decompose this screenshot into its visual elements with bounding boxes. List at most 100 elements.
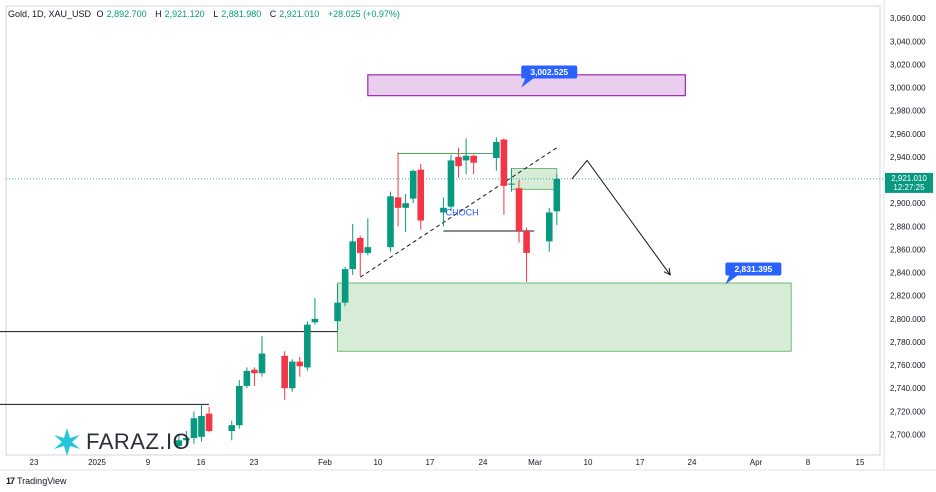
candle-body: [545, 212, 553, 242]
candle-body: [190, 418, 198, 438]
x-tick-label: 24: [479, 458, 488, 467]
y-tick-label: 2,720.000: [890, 407, 926, 416]
x-tick-label: 17: [636, 458, 645, 467]
price-label-pointer: [725, 275, 738, 285]
faraz-logo-icon: [54, 428, 80, 456]
candle-body: [304, 324, 311, 368]
candle-body: [198, 415, 205, 437]
projection-arrowhead: [663, 267, 671, 276]
x-tick-label: 9: [146, 458, 151, 467]
candle-body: [462, 155, 470, 161]
x-tick-label: 15: [856, 458, 865, 467]
projection-path: [571, 159, 671, 276]
candle-countdown: 12:27:25: [893, 183, 925, 192]
price-label-bg: [725, 262, 782, 276]
y-tick-label: 2,900.000: [890, 199, 926, 208]
candle-body: [205, 413, 213, 432]
high-value: 2,921.120: [164, 9, 205, 19]
y-tick-label: 2,880.000: [890, 222, 926, 231]
close-value: 2,921.010: [279, 9, 320, 19]
current-price-value: 2,921.010: [891, 174, 927, 183]
candle-body: [236, 385, 243, 426]
candle-body: [175, 440, 183, 447]
tradingview-label: TradingView: [17, 476, 67, 486]
candle-body: [493, 141, 500, 159]
x-tick-label: 17: [426, 458, 435, 467]
price-label-pointer: [521, 78, 534, 88]
candle-body: [515, 188, 523, 231]
y-tick-label: 2,780.000: [890, 338, 926, 347]
x-tick-label: 24: [688, 458, 697, 467]
candle-body: [356, 237, 364, 253]
y-tick-label: 3,060.000: [890, 14, 926, 23]
tradingview-icon: 17: [6, 476, 15, 486]
y-tick-label: 2,840.000: [890, 269, 926, 278]
symbol-title: Gold, 1D, XAU_USD: [8, 9, 92, 19]
candle-body: [470, 155, 477, 163]
y-tick-label: 3,020.000: [890, 60, 926, 69]
y-tick-label: 2,820.000: [890, 292, 926, 301]
x-tick-label: 8: [806, 458, 811, 467]
x-tick-label: 2025: [88, 458, 106, 467]
y-tick-label: 3,000.000: [890, 84, 926, 93]
x-tick-label: 10: [374, 458, 383, 467]
candle-body: [553, 178, 561, 212]
y-tick-label: 2,800.000: [890, 315, 926, 324]
x-tick-label: 23: [250, 458, 259, 467]
candle-body: [394, 197, 402, 208]
x-tick-label: Feb: [318, 458, 332, 467]
plot-frame: [5, 5, 881, 456]
zone-buy-zone: [337, 282, 792, 352]
candle-body: [500, 139, 508, 186]
x-tick-label: 16: [197, 458, 206, 467]
candle-body: [258, 353, 266, 374]
candle-body: [455, 156, 462, 167]
candle-body: [402, 203, 409, 208]
candle-body: [334, 302, 341, 322]
watermark-text: FARAZ.IO: [86, 429, 191, 454]
candle-body: [243, 370, 251, 386]
candle-body: [311, 318, 319, 323]
y-tick-label: 2,860.000: [890, 245, 926, 254]
price-label: 2,831.395: [734, 264, 772, 274]
candle-body: [349, 241, 356, 270]
candle-body: [281, 355, 288, 389]
candle-body: [387, 196, 394, 248]
change-value: +28.025 (+0.97%): [327, 9, 400, 19]
candle-body: [183, 437, 190, 441]
trend-line: [359, 147, 558, 278]
choch-label: CHOCH: [446, 207, 479, 217]
candle-body: [251, 369, 258, 374]
watermark-logo: FARAZ.IO: [52, 426, 190, 458]
price-label-bg: [521, 65, 578, 79]
candle-body: [440, 207, 447, 213]
y-tick-label: 2,740.000: [890, 384, 926, 393]
candle-body: [288, 361, 296, 389]
footer-brand[interactable]: 17 TradingView: [6, 476, 67, 486]
y-tick-label: 2,760.000: [890, 361, 926, 370]
x-tick-label: 10: [584, 458, 593, 467]
y-tick-label: 2,940.000: [890, 153, 926, 162]
y-tick-label: 2,960.000: [890, 130, 926, 139]
open-value: 2,892.700: [106, 9, 147, 19]
candle-body: [364, 247, 372, 253]
candle-body: [447, 160, 455, 207]
candle-body: [409, 170, 417, 199]
x-tick-label: Mar: [528, 458, 542, 467]
x-tick-label: Apr: [750, 458, 763, 467]
candle-body: [228, 425, 236, 432]
candle-body: [341, 269, 349, 303]
y-tick-label: 2,980.000: [890, 107, 926, 116]
y-tick-label: 2,700.000: [890, 431, 926, 440]
x-tick-label: 23: [30, 458, 39, 467]
candle-body: [523, 230, 530, 253]
low-value: 2,881.980: [221, 9, 262, 19]
symbol-legend: Gold, 1D, XAU_USD O 2,892.700 H 2,921.120 …: [8, 9, 400, 19]
candle-body: [296, 361, 304, 367]
candle-body: [417, 169, 425, 221]
price-label: 3,002.525: [530, 67, 568, 77]
candle-body: [508, 183, 515, 185]
y-tick-label: 3,040.000: [890, 37, 926, 46]
